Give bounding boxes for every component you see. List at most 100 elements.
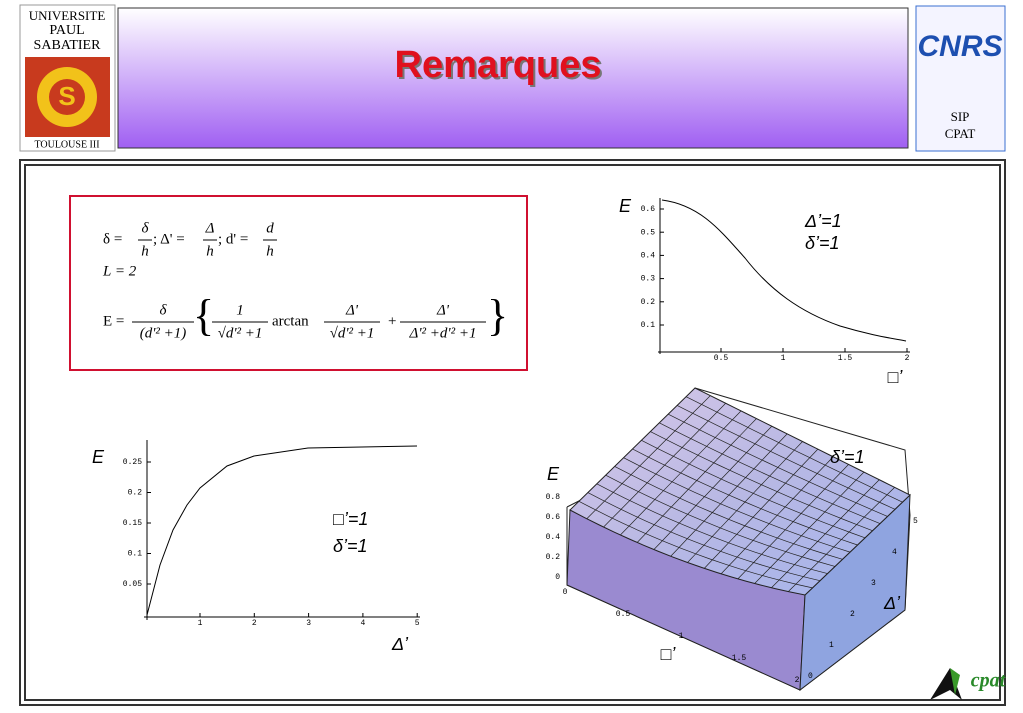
x-tick-label: 1.5 [838,354,853,363]
plot-2: 0.25 0.2 0.15 0.1 0.05 1 2 3 4 5 E Δ’ □’=1 δ’=1 [92,440,420,654]
formula-text: E = [103,313,124,329]
axis-label: E [547,464,560,484]
formula-text: h [206,243,214,259]
x-tick-label: 2 [905,354,910,363]
annotation: δ’=1 [333,536,368,556]
formula-text: L = 2 [102,263,137,279]
y-tick-label: 0.15 [123,519,142,528]
formula-text: (d'² +1) [140,325,187,341]
y-tick-label: 2 [850,610,855,619]
mesh-line [676,405,896,589]
curve [146,445,418,616]
formula-text: d [266,220,274,236]
x-tick-label: 1 [198,619,203,628]
formula-text: Δ'² +d'² +1 [409,325,477,341]
formula-box [69,195,528,371]
logo-text: SABATIER [34,38,102,53]
cpat-logo-text: cpat [971,670,1007,692]
cnrs-logo: CNRS [917,30,1002,63]
x-tick-label: 0.5 [714,354,729,363]
z-tick-label: 0.4 [546,533,561,542]
mesh-line [650,431,873,575]
y-tick-label: 1 [829,641,834,650]
cpat-logo [930,668,962,700]
y-tick-label: 0.6 [641,205,656,214]
brace: { [193,291,214,340]
formula-text: δ [160,302,168,318]
formula-text: arctan [272,313,309,329]
x-tick-label: 2 [795,676,800,685]
x-tick-label: 4 [360,619,365,628]
formula-text: δ = [103,231,122,247]
axis-label: E [619,196,632,216]
right-logo [915,5,1006,152]
axis-label: Δ’ [391,634,409,654]
logo-text: UNIVERSITE [29,8,106,23]
x-tick-label: 0 [563,588,568,597]
y-tick-label: 0.1 [641,321,656,330]
mesh-line [668,413,888,584]
y-tick-label: 4 [892,548,897,557]
y-tick-label: 0.1 [128,550,143,559]
logo-emblem: S [58,81,75,111]
x-tick-label: 3 [306,619,311,628]
x-tick-label: 1 [679,632,684,641]
y-tick-label: 0.25 [123,458,142,467]
annotation: δ’=1 [830,447,865,467]
logo-text: PAUL [49,23,84,38]
surface [569,387,911,596]
curve [661,199,907,342]
formula-text: ; d' = [218,231,248,247]
annotation: □’=1 [333,509,368,529]
title: Remarques [395,44,602,86]
y-tick-label: 0.05 [123,580,142,589]
plot-1: 0.6 0.5 0.4 0.3 0.2 0.1 0.5 1 1.5 2 E □’ Δ’=1δ’=1 [619,196,910,387]
title-shadow: Remarques [397,46,604,88]
cpat-logo [950,668,960,695]
z-tick-label: 0.6 [546,513,561,522]
formula-text: Δ' [436,302,450,318]
x-tick-label: 1 [781,354,786,363]
annotation: Δ’=1 [804,211,842,231]
y-tick-label: 0.4 [641,252,656,261]
brace: } [487,291,508,340]
frame [24,164,1001,701]
logo-emblem [49,79,85,115]
x-tick-label: 0.5 [616,610,631,619]
y-tick-label: 0.5 [641,228,656,237]
formula-text: h [266,243,274,259]
y-tick-label: 0.3 [641,275,656,284]
y-tick-label: 5 [913,517,918,526]
x-tick-label: 1.5 [732,654,747,663]
formula-text: + [388,313,396,329]
z-tick-label: 0 [555,573,560,582]
mesh-line [641,439,866,569]
z-tick-label: 0.8 [546,493,561,502]
formula-text: ; Δ' = [153,231,185,247]
mesh-line [632,441,858,563]
title-band [117,7,909,149]
z-tick-label: 0.2 [546,553,561,562]
y-tick-label: 0.2 [641,298,656,307]
formula-text: Δ' [345,302,359,318]
y-tick-label: 3 [871,579,876,588]
formula-text: √d'² +1 [218,325,263,341]
logo-text: TOULOUSE III [34,139,99,150]
formula-text: √d'² +1 [330,325,375,341]
mesh-line [685,396,903,592]
logo-text: SIP [951,109,970,124]
x-tick-label: 2 [252,619,257,628]
y-tick-label: 0.2 [128,489,143,498]
x-tick-label: 5 [415,619,420,628]
formula-text: h [141,243,149,259]
y-tick-label: 0 [808,672,813,681]
formula-text: δ [142,220,150,236]
axis-label: Δ’ [883,593,901,613]
formula-text: Δ [205,220,215,236]
formula: δ =δh; Δ' =Δh; d' =dhL = 2E =δ(d'² +1){1… [102,220,508,341]
logo-text: CPAT [945,126,976,141]
axis-label: E [92,447,105,467]
